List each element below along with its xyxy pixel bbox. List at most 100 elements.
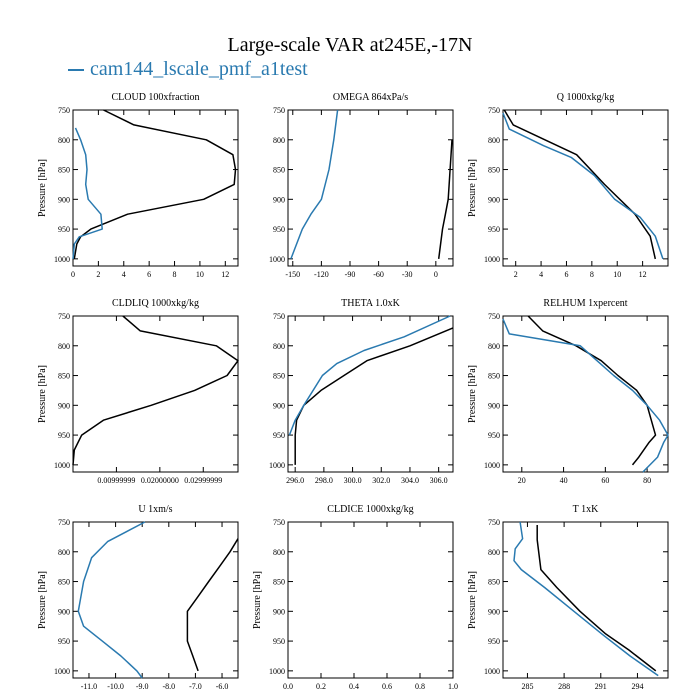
series-line-2 xyxy=(77,521,146,679)
plot-frame xyxy=(502,521,669,679)
legend: cam144_lscale_pmf_a1test xyxy=(68,58,308,81)
x-tick-label: 0.02000000 xyxy=(141,476,179,485)
x-tick-label: 0.0 xyxy=(283,682,293,691)
y-tick-label: 900 xyxy=(488,607,500,616)
chart-panel-9: T 1xK Pressure [hPa] 750 800 850 900 950 1000 28… xyxy=(467,504,669,691)
x-tick-label: 288 xyxy=(558,682,570,691)
y-tick-label: 850 xyxy=(58,166,70,175)
y-tick-label: 800 xyxy=(273,342,285,351)
chart-panel-4: CLDLIQ 1000xkg/kg Pressure [hPa] 750 800 850… xyxy=(37,298,239,485)
x-tick-label: 10 xyxy=(196,270,204,279)
series-line-2 xyxy=(72,127,103,259)
y-tick-label: 800 xyxy=(273,136,285,145)
chart-panel-2: OMEGA 864xPa/s 750 800 850 900 950 1000-150 -12… xyxy=(269,92,454,279)
series-line-1 xyxy=(437,139,453,259)
y-tick-label: 850 xyxy=(58,578,70,587)
x-tick-label: -150 xyxy=(285,270,300,279)
y-tick-label: 900 xyxy=(488,401,500,410)
y-axis-label: Pressure [hPa] xyxy=(467,571,478,629)
y-tick-label: 1000 xyxy=(54,255,70,264)
y-tick-label: 750 xyxy=(488,106,500,115)
chart-panel-8: CLDICE 1000xkg/kg Pressure [hPa] 750 800 850… xyxy=(252,504,458,691)
x-tick-label: 80 xyxy=(643,476,651,485)
series-line-2 xyxy=(502,112,664,260)
y-axis-label: Pressure [hPa] xyxy=(37,571,48,629)
y-tick-label: 850 xyxy=(58,372,70,381)
chart-panel-1: CLOUD 100xfraction Pressure [hPa] 750 800 85… xyxy=(37,92,239,279)
y-axis-label: Pressure [hPa] xyxy=(467,159,478,217)
x-tick-label: 0.8 xyxy=(415,682,425,691)
y-tick-label: 800 xyxy=(488,342,500,351)
x-tick-label: 20 xyxy=(518,476,526,485)
x-tick-label: 1.0 xyxy=(448,682,458,691)
x-tick-label: 0.02999999 xyxy=(184,476,222,485)
x-tick-label: 0.00999999 xyxy=(97,476,135,485)
series-line-2 xyxy=(502,318,669,473)
plot-frame xyxy=(502,315,669,473)
y-tick-label: 950 xyxy=(273,431,285,440)
series-line-1 xyxy=(294,327,454,465)
y-tick-label: 850 xyxy=(273,578,285,587)
x-tick-label: 12 xyxy=(221,270,229,279)
y-tick-label: 1000 xyxy=(484,461,500,470)
y-tick-label: 1000 xyxy=(484,667,500,676)
x-tick-label: 4 xyxy=(122,270,126,279)
x-tick-label: 2 xyxy=(96,270,100,279)
chart-panel-3: Q 1000xkg/kg Pressure [hPa] 750 800 850 900 95… xyxy=(467,92,669,279)
panel-title: T 1xK xyxy=(573,504,599,515)
y-tick-label: 800 xyxy=(58,548,70,557)
y-axis-label: Pressure [hPa] xyxy=(37,365,48,423)
x-tick-label: 285 xyxy=(521,682,533,691)
x-tick-label: 8 xyxy=(173,270,177,279)
panel-title: OMEGA 864xPa/s xyxy=(333,92,408,103)
y-tick-label: 950 xyxy=(488,431,500,440)
plot-frame xyxy=(287,315,454,473)
y-tick-label: 900 xyxy=(488,195,500,204)
x-tick-label: 6 xyxy=(147,270,151,279)
x-tick-label: 2 xyxy=(514,270,518,279)
x-tick-label: -9.0 xyxy=(136,682,149,691)
x-tick-label: 0.4 xyxy=(349,682,359,691)
chart-panel-7: U 1xm/s Pressure [hPa] 750 800 850 900 950 1000… xyxy=(37,504,239,691)
plot-frame xyxy=(287,109,454,267)
plot-frame xyxy=(72,315,239,473)
x-tick-label: 0 xyxy=(434,270,438,279)
y-tick-label: 900 xyxy=(58,401,70,410)
y-tick-label: 950 xyxy=(58,637,70,646)
y-tick-label: 750 xyxy=(273,106,285,115)
panel-title: CLOUD 100xfraction xyxy=(111,92,199,103)
x-tick-label: 306.0 xyxy=(430,476,448,485)
plot-frame xyxy=(72,109,239,267)
legend-line-icon xyxy=(68,69,84,72)
y-tick-label: 1000 xyxy=(54,461,70,470)
x-tick-label: 294 xyxy=(631,682,643,691)
y-tick-label: 950 xyxy=(488,225,500,234)
y-tick-label: 900 xyxy=(273,607,285,616)
x-tick-label: 304.0 xyxy=(401,476,419,485)
x-tick-label: 60 xyxy=(601,476,609,485)
y-tick-label: 800 xyxy=(58,136,70,145)
x-tick-label: 4 xyxy=(539,270,543,279)
y-tick-label: 850 xyxy=(488,578,500,587)
y-axis-label: Pressure [hPa] xyxy=(467,365,478,423)
y-tick-label: 900 xyxy=(58,607,70,616)
y-tick-label: 900 xyxy=(273,401,285,410)
y-tick-label: 950 xyxy=(488,637,500,646)
x-tick-label: 8 xyxy=(590,270,594,279)
y-tick-label: 750 xyxy=(273,312,285,321)
series-line-2 xyxy=(288,315,451,436)
y-tick-label: 750 xyxy=(58,518,70,527)
series-line-2 xyxy=(290,109,339,260)
panel-title: CLDICE 1000xkg/kg xyxy=(327,504,413,515)
series-line-1 xyxy=(186,538,239,672)
y-tick-label: 850 xyxy=(273,166,285,175)
y-tick-label: 850 xyxy=(488,166,500,175)
x-tick-label: -60 xyxy=(373,270,384,279)
x-tick-label: -11.0 xyxy=(81,682,97,691)
x-tick-label: -90 xyxy=(345,270,356,279)
y-tick-label: 1000 xyxy=(269,255,285,264)
x-tick-label: -7.0 xyxy=(189,682,202,691)
x-tick-label: 0 xyxy=(71,270,75,279)
y-tick-label: 950 xyxy=(58,431,70,440)
